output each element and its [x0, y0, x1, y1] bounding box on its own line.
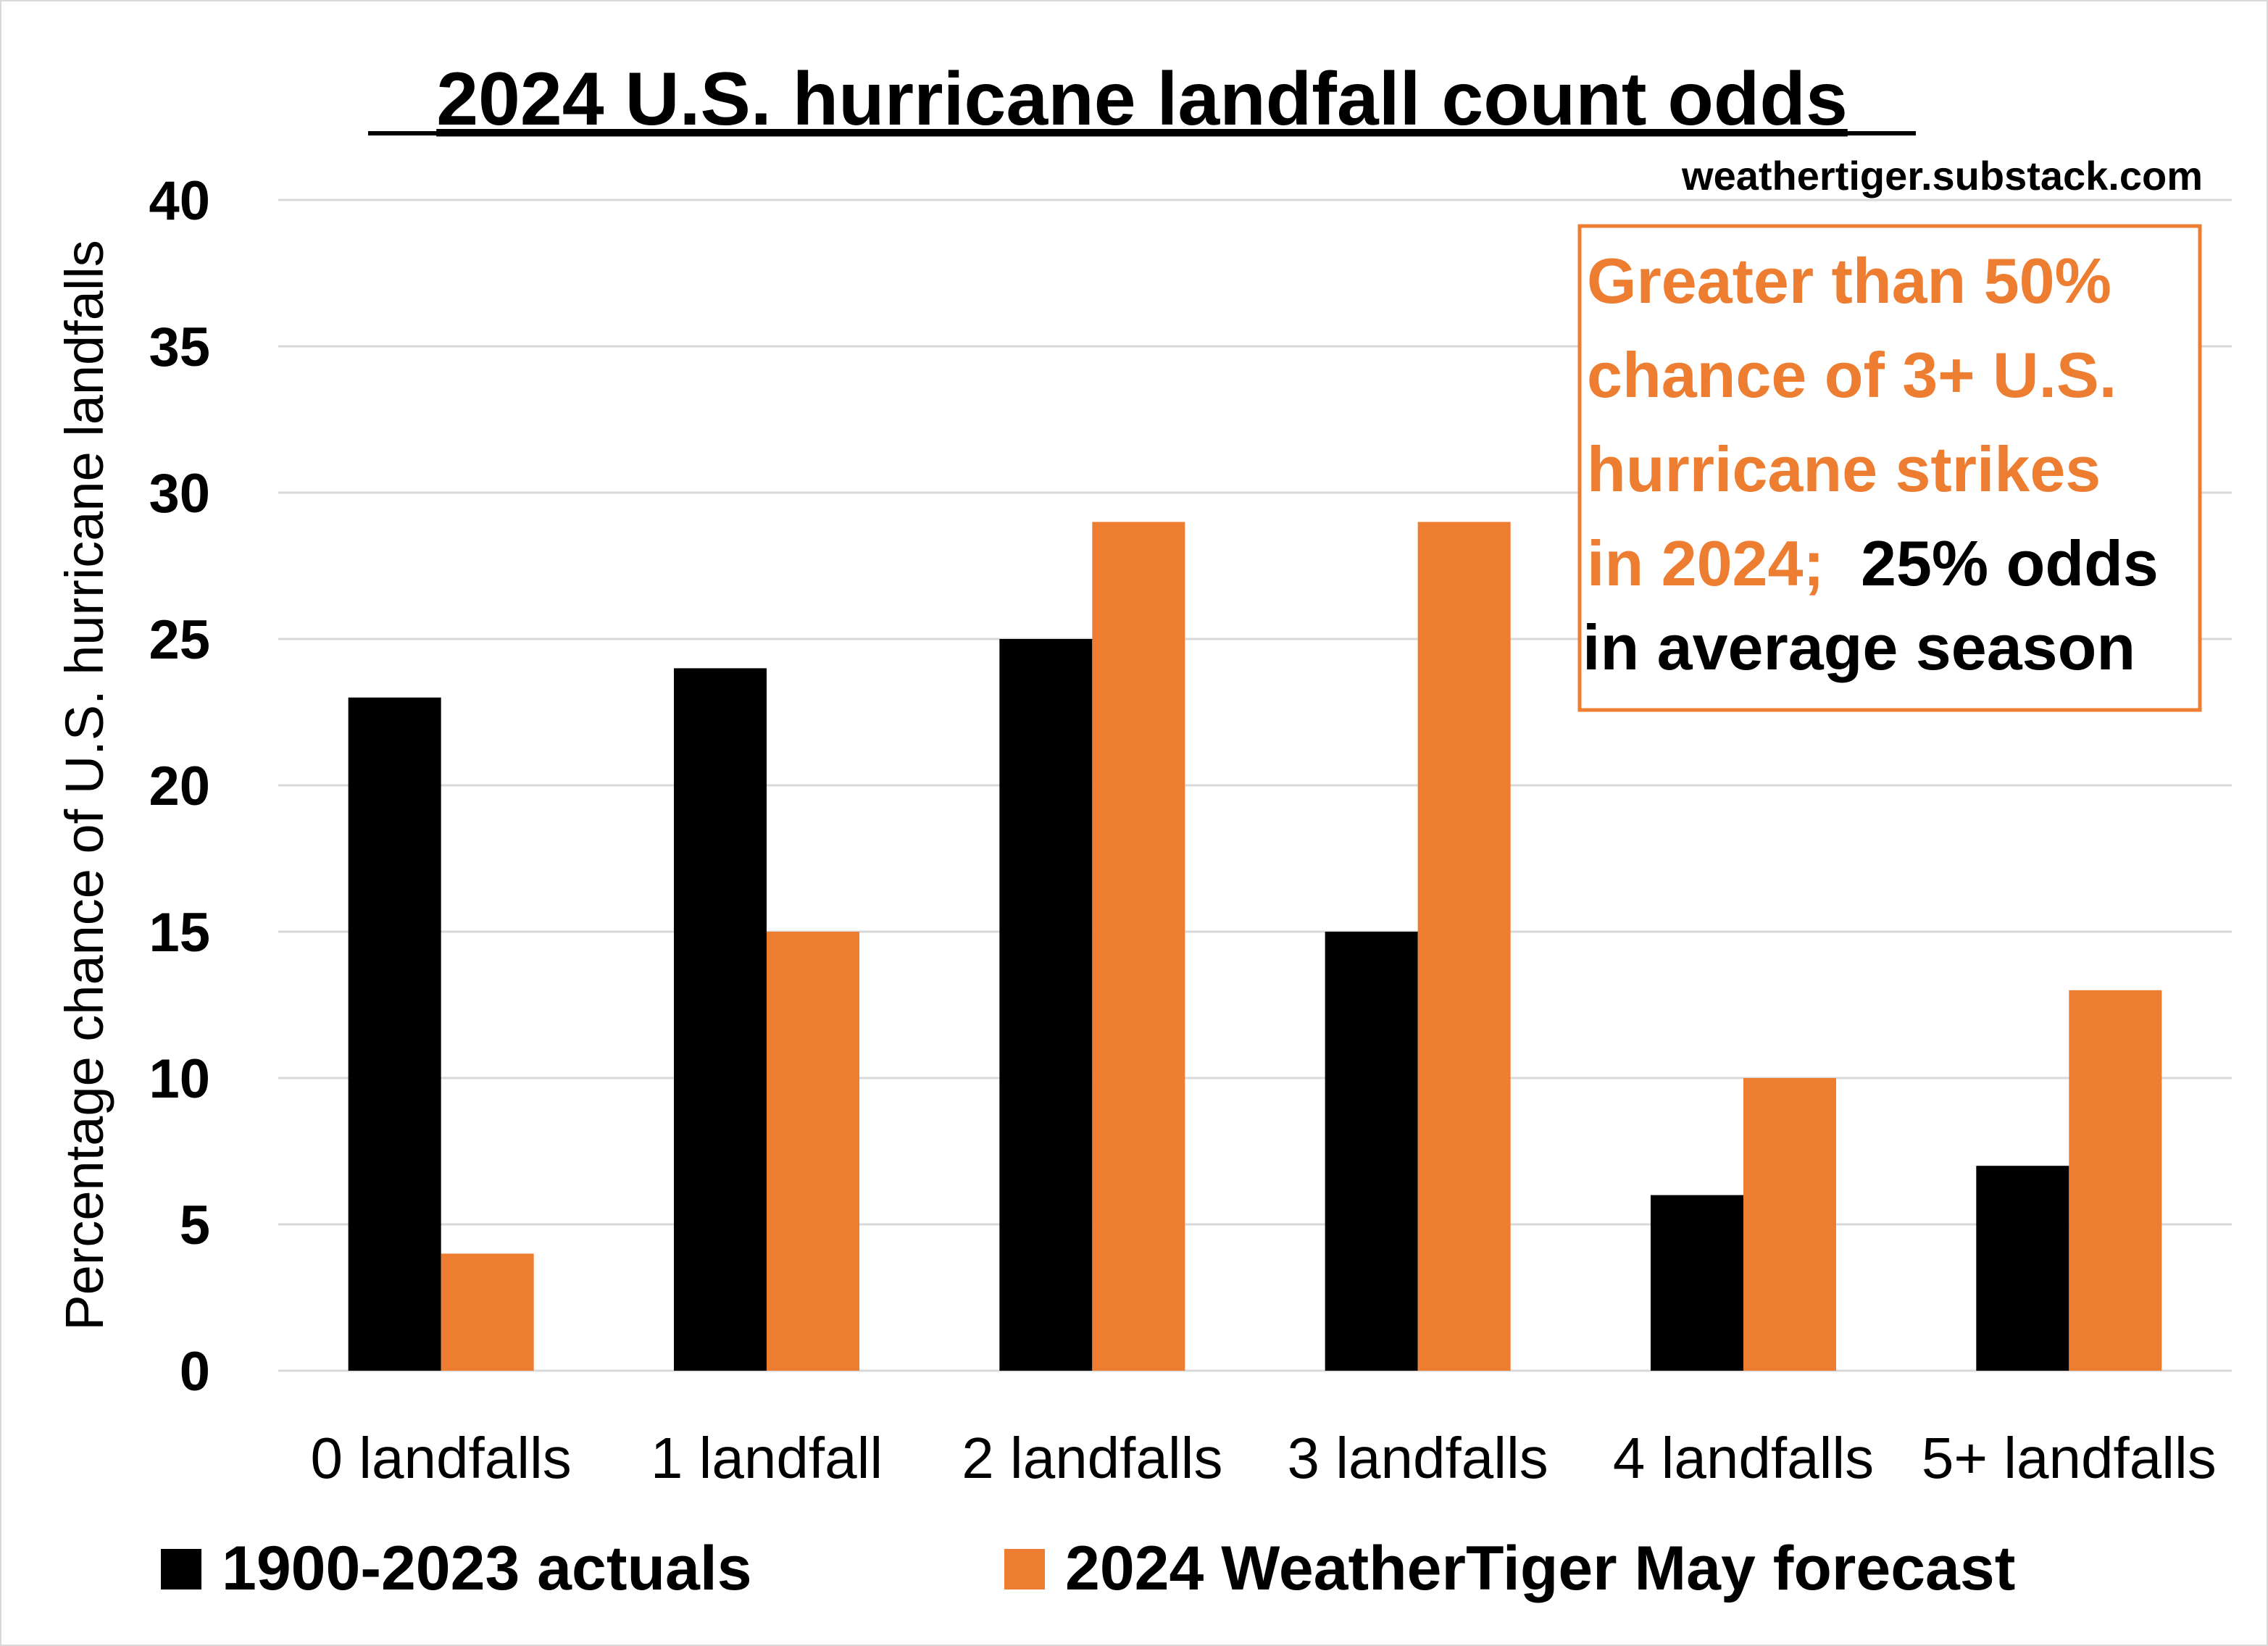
y-tick-label: 20	[149, 756, 210, 817]
y-tick-label: 5	[180, 1195, 210, 1256]
annotation-line: hurricane strikes	[1587, 433, 2101, 505]
x-tick-label: 4 landfalls	[1613, 1426, 1874, 1490]
bar-actuals	[1651, 1195, 1743, 1371]
bar-actuals	[1325, 932, 1418, 1371]
bar-forecast	[767, 932, 859, 1371]
x-tick-label: 5+ landfalls	[1922, 1426, 2217, 1490]
y-tick-label: 40	[149, 170, 210, 232]
bar-forecast	[1417, 522, 1511, 1371]
legend-label-forecast: 2024 WeatherTiger May forecast	[1065, 1534, 2015, 1603]
y-tick-label: 25	[149, 609, 210, 671]
annotation-line: in 2024;	[1587, 527, 1825, 599]
y-tick-label: 10	[149, 1048, 210, 1110]
x-tick-label: 0 landfalls	[311, 1426, 572, 1490]
legend-swatch-actuals	[161, 1549, 201, 1589]
annotation-black-line: in average season	[1583, 611, 2135, 683]
bar-actuals	[674, 668, 767, 1371]
y-axis-label: Percentage chance of U.S. hurricane land…	[54, 240, 114, 1331]
bar-actuals	[1976, 1166, 2069, 1371]
y-tick-label: 0	[180, 1341, 210, 1403]
bar-forecast	[2069, 990, 2162, 1371]
annotation-black-inline: 25% odds	[1861, 527, 2159, 599]
bar-actuals	[999, 639, 1093, 1371]
y-tick-label: 35	[149, 317, 210, 378]
source-label: weathertiger.substack.com	[1681, 153, 2203, 199]
x-tick-label: 1 landfall	[651, 1426, 883, 1490]
chart-title: 2024 U.S. hurricane landfall count odds	[436, 57, 1848, 141]
x-tick-label: 3 landfalls	[1288, 1426, 1548, 1490]
legend: 1900-2023 actuals 2024 WeatherTiger May …	[161, 1534, 2015, 1603]
x-tick-label: 2 landfalls	[962, 1426, 1222, 1490]
bar-forecast	[1092, 522, 1185, 1371]
annotation-line: Greater than 50%	[1587, 245, 2111, 317]
bar-forecast	[441, 1253, 534, 1371]
legend-swatch-forecast	[1004, 1549, 1045, 1589]
legend-label-actuals: 1900-2023 actuals	[222, 1534, 752, 1603]
annotation-line: chance of 3+ U.S.	[1587, 339, 2117, 411]
annotation-box: Greater than 50% chance of 3+ U.S. hurri…	[1577, 224, 2202, 712]
y-tick-label: 30	[149, 463, 210, 525]
y-tick-label: 15	[149, 902, 210, 964]
bar-forecast	[1743, 1078, 1836, 1371]
bar-actuals	[348, 697, 441, 1371]
